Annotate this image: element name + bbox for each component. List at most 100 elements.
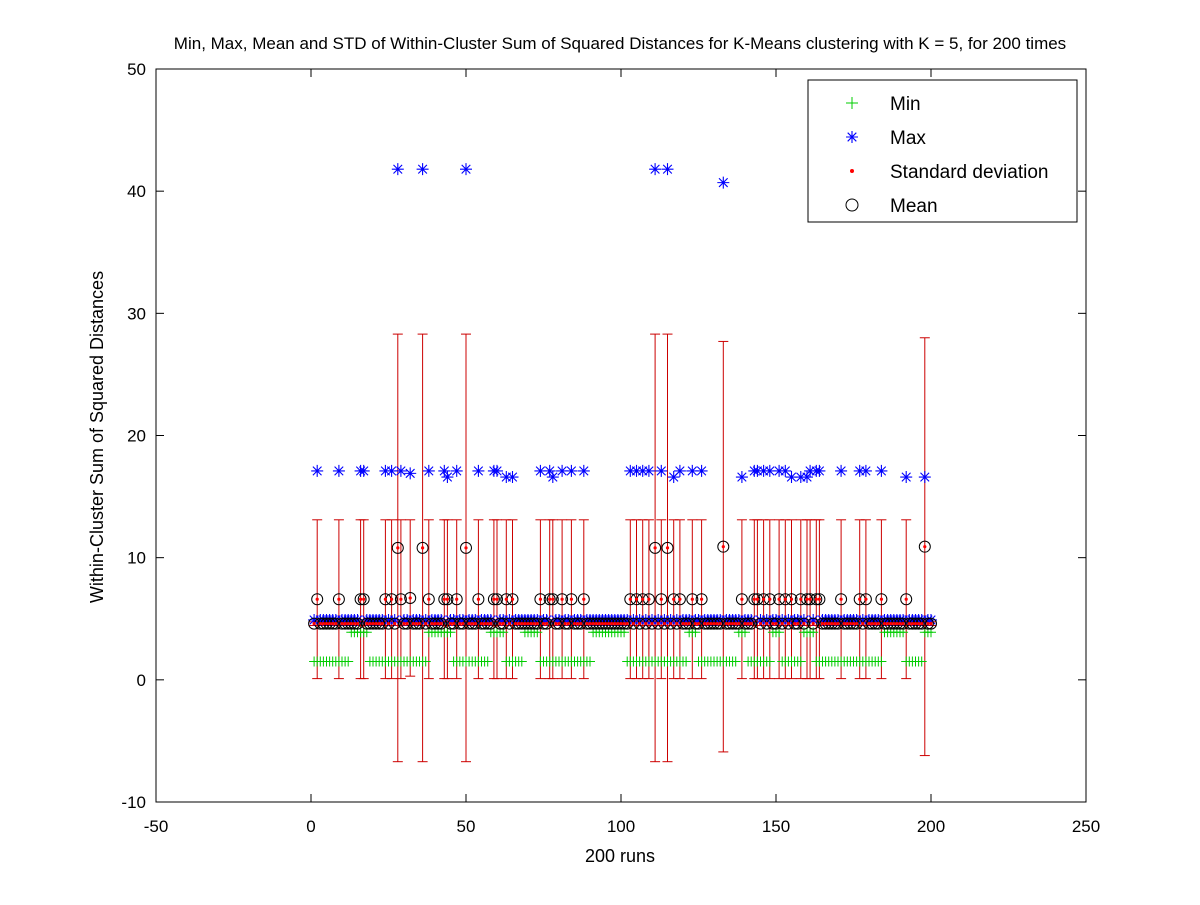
std-point [851, 622, 856, 626]
max-point [853, 464, 866, 477]
x-tick-label: 0 [306, 817, 315, 836]
max-point [900, 471, 913, 484]
std-point [498, 622, 502, 626]
x-axis-label: 200 runs [585, 846, 655, 866]
legend-label: Mean [890, 196, 938, 217]
max-point [441, 471, 454, 484]
std-point [355, 622, 360, 626]
std-point [424, 622, 428, 626]
std-point [873, 622, 877, 626]
max-point [779, 464, 792, 477]
std-point [526, 622, 530, 626]
std-point [467, 622, 471, 626]
max-point [757, 464, 770, 477]
std-point [554, 622, 558, 626]
max-point [472, 464, 485, 477]
std-point [476, 597, 480, 601]
std-point [486, 622, 490, 626]
max-point [667, 471, 680, 484]
max-point [918, 471, 931, 484]
std-point [510, 597, 515, 601]
y-tick-label: 0 [137, 671, 146, 690]
max-point [807, 613, 820, 626]
std-point [324, 622, 329, 626]
std-point [560, 597, 564, 601]
mean-point [357, 593, 370, 606]
std-point [405, 622, 409, 626]
std-point [591, 622, 595, 626]
min-point [343, 656, 354, 667]
std-point [830, 622, 834, 626]
max-point [308, 613, 321, 626]
std-point [820, 622, 825, 626]
max-point [683, 613, 696, 626]
std-point [312, 622, 316, 626]
std-point [842, 622, 846, 626]
std-point [746, 622, 750, 626]
std-point [393, 622, 397, 626]
std-point [538, 597, 543, 601]
std-point [386, 622, 391, 626]
max-point [553, 613, 565, 626]
chart-title: Min, Max, Mean and STD of Within-Cluster… [174, 34, 1066, 53]
std-point [892, 622, 896, 626]
std-point [904, 597, 908, 601]
legend-box [807, 79, 1078, 223]
std-point [492, 597, 496, 601]
std-point [740, 597, 744, 601]
mean-point [540, 617, 553, 630]
std-point [514, 622, 518, 626]
y-tick-label: 20 [127, 427, 146, 446]
std-point [545, 622, 549, 626]
mean-point [410, 617, 423, 630]
std-point [607, 622, 611, 626]
x-tick-label: -50 [144, 817, 169, 836]
max-point [763, 464, 776, 477]
std-point [557, 622, 561, 626]
std-point [594, 622, 598, 626]
std-point [495, 597, 499, 601]
max-point [859, 464, 872, 477]
mean-point [735, 593, 748, 606]
std-point [529, 622, 533, 626]
max-point [435, 613, 448, 626]
max-point [745, 613, 758, 626]
std-point [523, 622, 527, 626]
std-point [653, 546, 657, 550]
max-point [562, 613, 575, 626]
std-point [365, 622, 369, 626]
mean-point [494, 617, 507, 630]
mean-point [444, 617, 457, 630]
std-point [752, 597, 756, 601]
std-point [734, 622, 738, 626]
std-point [321, 622, 325, 626]
std-point [848, 622, 853, 626]
max-point [670, 613, 683, 626]
min-point [774, 627, 785, 638]
std-point [340, 622, 344, 626]
max-point [531, 613, 544, 626]
x-tick-label: 150 [762, 817, 790, 836]
std-point [718, 622, 722, 626]
max-point [456, 613, 469, 626]
legend-label: Max [890, 128, 926, 149]
x-tick-label: 250 [1072, 817, 1100, 836]
mean-point [577, 593, 590, 606]
max-point [497, 613, 510, 626]
std-point [616, 622, 620, 626]
min-point [730, 656, 741, 667]
std-point [576, 622, 580, 626]
std-point [796, 622, 800, 626]
std-point [662, 622, 667, 626]
std-point [551, 597, 555, 601]
mean-point [534, 593, 547, 606]
max-point [785, 471, 798, 484]
max-point [630, 464, 643, 477]
mean-point [441, 593, 454, 606]
max-point [751, 464, 764, 477]
max-point [447, 613, 460, 626]
std-point [579, 622, 583, 626]
std-point [380, 622, 384, 626]
std-point [374, 622, 378, 626]
std-point [656, 622, 660, 626]
